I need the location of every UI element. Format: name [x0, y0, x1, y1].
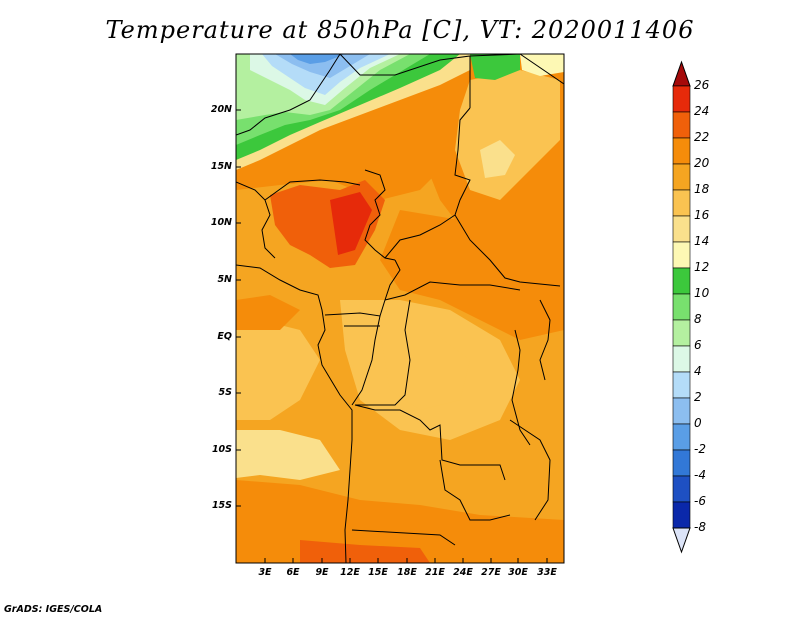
- colorbar-level-label: 2: [694, 390, 702, 404]
- colorbar-level-label: 24: [694, 104, 710, 118]
- lat-label: 10S: [211, 444, 232, 455]
- lat-label: 5S: [218, 387, 232, 398]
- lon-label: 12E: [340, 567, 360, 578]
- colorbar-segment: [672, 163, 691, 191]
- colorbar-level-label: -2: [694, 442, 706, 456]
- colorbar-segment: [672, 501, 691, 529]
- colorbar-segment: [672, 423, 691, 451]
- field-congo-core: [380, 330, 470, 410]
- lat-label: 20N: [210, 104, 232, 115]
- field-coast-mild: [236, 320, 320, 420]
- field-ne-patch: [480, 140, 515, 178]
- colorbar-level-label: 4: [694, 364, 702, 378]
- lon-label: 9E: [315, 567, 329, 578]
- colorbar-segment: [672, 397, 691, 425]
- lat-label: 10N: [210, 217, 232, 228]
- field-hottest-core: [330, 192, 372, 255]
- field-ne-mild: [455, 70, 560, 200]
- colorbar-level-label: 8: [694, 312, 702, 326]
- colorbar-segment: [672, 267, 691, 295]
- lat-label: 5N: [217, 274, 232, 285]
- colorbar-bottom-arrow: [672, 527, 691, 554]
- country-borders: [236, 54, 564, 563]
- lon-label: 6E: [286, 567, 300, 578]
- page-title: Temperature at 850hPa [C], VT: 202001140…: [105, 16, 695, 44]
- colorbar-segment: [672, 189, 691, 217]
- colorbar-segment: [672, 241, 691, 269]
- lon-label: 3E: [258, 567, 272, 578]
- lon-label: 15E: [368, 567, 388, 578]
- colorbar-level-label: 18: [694, 182, 710, 196]
- colorbar-level-label: -8: [694, 520, 706, 534]
- lon-label: 30E: [508, 567, 528, 578]
- lat-label: 15N: [210, 161, 232, 172]
- colorbar-segment: [672, 293, 691, 321]
- field-south-hot: [300, 540, 430, 563]
- map-frame: [235, 53, 565, 564]
- colorbar-segment: [672, 475, 691, 503]
- colorbar-segment: [672, 449, 691, 477]
- colorbar-level-label: 10: [694, 286, 710, 300]
- colorbar-level-label: 22: [694, 130, 710, 144]
- field-coast-pale: [236, 430, 340, 480]
- credit-text: GrADS: IGES/COLA: [4, 604, 103, 615]
- lat-label: EQ: [217, 331, 232, 342]
- colorbar-level-label: 16: [694, 208, 710, 222]
- colorbar-level-label: 12: [694, 260, 710, 274]
- colorbar-segment: [672, 85, 691, 113]
- field-ne-green: [470, 54, 520, 80]
- colorbar: [672, 60, 691, 554]
- lon-label: 27E: [481, 567, 501, 578]
- field-ne-pale: [520, 54, 564, 76]
- lon-label: 33E: [537, 567, 557, 578]
- colorbar-segment: [672, 371, 691, 399]
- colorbar-level-label: -6: [694, 494, 706, 508]
- field-gulf-warm: [236, 295, 300, 330]
- lon-label: 21E: [425, 567, 445, 578]
- lat-label: 15S: [211, 500, 232, 511]
- temperature-field: [236, 54, 564, 563]
- colorbar-level-label: 26: [694, 78, 710, 92]
- colorbar-segment: [672, 345, 691, 373]
- field-sahel-warm: [236, 95, 450, 200]
- colorbar-segment: [672, 215, 691, 243]
- lon-label: 18E: [397, 567, 417, 578]
- lon-label: 24E: [453, 567, 473, 578]
- colorbar-level-label: 14: [694, 234, 710, 248]
- colorbar-segment: [672, 111, 691, 139]
- colorbar-level-label: 0: [694, 416, 702, 430]
- axis-ticks: [236, 109, 548, 563]
- field-cool-deepblue: [290, 54, 345, 64]
- colorbar-top-arrow: [672, 60, 691, 87]
- colorbar-level-label: -4: [694, 468, 706, 482]
- colorbar-level-label: 6: [694, 338, 702, 352]
- colorbar-segment: [672, 137, 691, 165]
- field-central-warm: [380, 210, 564, 340]
- colorbar-level-label: 20: [694, 156, 710, 170]
- colorbar-segment: [672, 319, 691, 347]
